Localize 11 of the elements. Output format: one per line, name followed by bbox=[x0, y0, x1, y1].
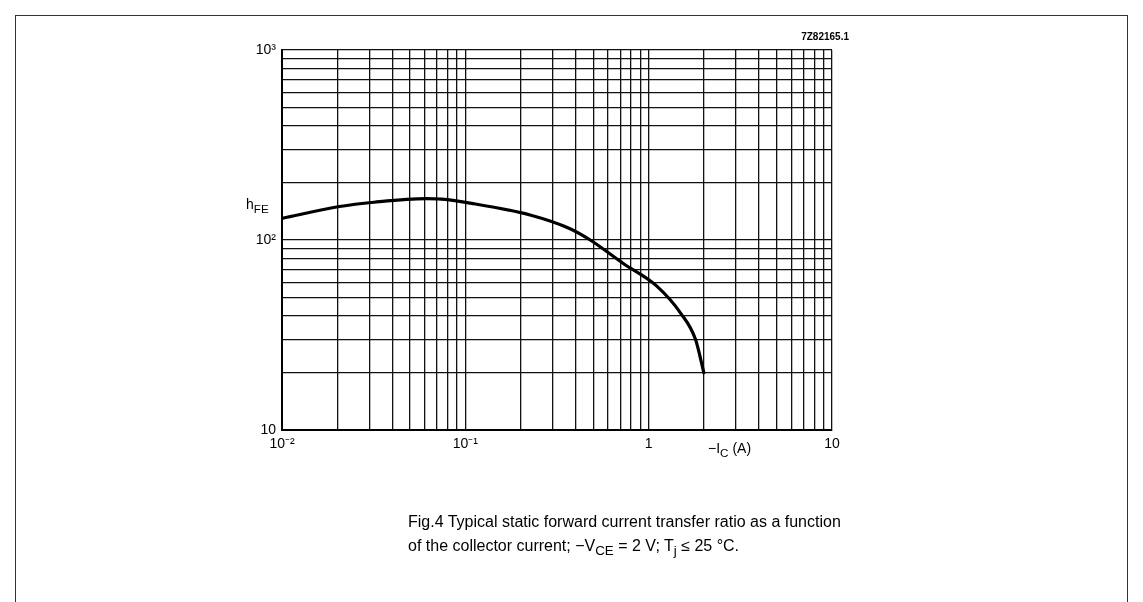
x-tick-label: 10⁻¹ bbox=[452, 435, 479, 452]
y-tick-label: 10 bbox=[260, 420, 277, 437]
x-tick-label: 10⁻² bbox=[269, 435, 295, 452]
x-tick-label: 10 bbox=[824, 435, 840, 452]
text: 7Z82165.1 bbox=[801, 31, 849, 42]
y-tick-label: 10² bbox=[255, 230, 277, 247]
y-tick-label: 10³ bbox=[255, 40, 277, 57]
x-tick-label: 1 bbox=[644, 435, 653, 452]
caption: Fig.4 Typical static forward current transfer ratio as a function of the collector current; −V$_{CE}$ = 2 V; T$_{j}$ ≤ 25 °C. bbox=[408, 512, 842, 561]
x-axis-title: −I$_{C}$ (A) bbox=[708, 440, 752, 459]
y-axis-title: h$_{FE}$ bbox=[246, 196, 269, 215]
